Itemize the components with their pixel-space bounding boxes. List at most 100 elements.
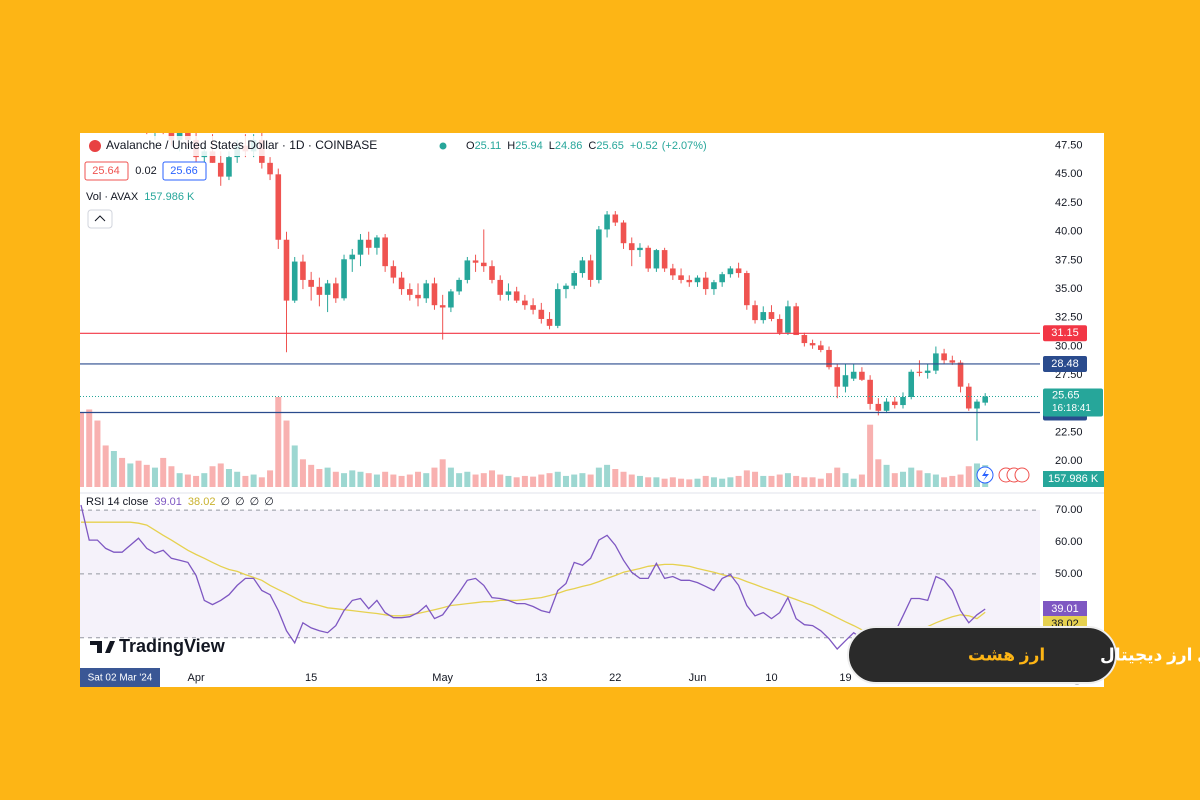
volume-bar <box>579 473 586 487</box>
legend-value: 25.65 <box>596 140 624 152</box>
volume-bar <box>900 471 906 487</box>
candle-body <box>571 273 577 286</box>
candle-body <box>448 291 454 308</box>
candle-body <box>965 386 972 409</box>
rsi-line <box>80 504 986 650</box>
candle-body <box>365 239 372 248</box>
volume-bar <box>932 474 939 487</box>
volume-bar <box>784 473 791 487</box>
candle-body <box>744 273 750 306</box>
rsi-title: RSI 14 close <box>86 496 148 508</box>
volume-bar <box>480 473 487 487</box>
banner-text: صرافی ارز دیجیتال <box>1100 645 1200 665</box>
y-tick-label: 47.50 <box>1055 140 1083 152</box>
y-tick-label: 35.00 <box>1055 283 1083 295</box>
banner-bg <box>847 626 1117 684</box>
volume-bar <box>521 475 528 487</box>
volume-bar <box>357 471 364 487</box>
candle-body <box>694 277 701 283</box>
price-pane <box>80 133 989 487</box>
rsi-na: ∅ <box>264 496 274 508</box>
volume-bar <box>760 475 767 487</box>
candle-body <box>883 401 890 411</box>
volume-bar <box>234 471 241 487</box>
volume-bar <box>86 409 93 487</box>
candle-body <box>505 291 512 295</box>
candle-body <box>333 283 339 299</box>
volume-bar <box>102 445 109 487</box>
volume-bar <box>612 469 619 487</box>
event-bolt <box>982 469 989 481</box>
volume-bar <box>472 474 479 487</box>
volume-bar <box>538 474 545 487</box>
change-pct: (+2.07%) <box>662 140 707 152</box>
rsi-tick-label: 70.00 <box>1055 504 1083 516</box>
candle-body <box>752 305 758 321</box>
volume-bar <box>735 475 742 487</box>
candle-body <box>924 370 931 373</box>
candle-body <box>809 343 816 346</box>
rsi-ma-value: 38.02 <box>188 496 216 508</box>
volume-bar <box>201 473 208 487</box>
candle-body <box>439 305 446 308</box>
candle-body <box>579 260 586 274</box>
candle-body <box>522 300 528 306</box>
volume-bar <box>883 464 890 487</box>
candle-body <box>645 247 651 269</box>
candle-body <box>530 305 536 310</box>
volume-bar <box>332 471 339 487</box>
volume-bar <box>628 474 635 487</box>
legend-value: 24.86 <box>555 140 583 152</box>
volume-bar <box>160 457 167 487</box>
candle-body <box>554 289 561 326</box>
y-tick-label: 27.50 <box>1055 369 1083 381</box>
candle-body <box>670 268 676 276</box>
legend-key: O <box>466 140 475 152</box>
volume-legend: Vol · AVAX 157.986 K <box>86 191 195 203</box>
volume-bar <box>398 475 405 487</box>
candle-body <box>900 397 906 406</box>
volume-bar <box>653 477 660 487</box>
change: +0.52 <box>630 140 658 152</box>
x-tick-label: Jun <box>689 672 707 684</box>
rsi-na: ∅ <box>235 496 245 508</box>
candle-body <box>735 268 742 274</box>
candle-body <box>801 335 808 344</box>
candle-body <box>768 312 775 319</box>
level-label-bg <box>1043 355 1087 372</box>
volume-bar <box>464 471 471 487</box>
watermark-logo <box>90 641 115 653</box>
volume-bar <box>776 474 783 487</box>
volume-bar <box>710 477 717 487</box>
y-tick-label: 20.00 <box>1055 455 1083 467</box>
candle-body <box>497 279 504 295</box>
volume-bar <box>587 474 594 487</box>
candle-body <box>480 262 487 267</box>
candle-body <box>374 237 380 248</box>
candle-body <box>842 375 849 387</box>
candle-body <box>678 275 684 280</box>
candle-body <box>349 254 356 260</box>
price-label: 25.65 <box>1052 389 1080 401</box>
volume-bar <box>916 470 923 487</box>
volume-bar <box>949 475 956 487</box>
candle-body <box>431 283 438 306</box>
volume-bar <box>924 473 931 487</box>
candle-body <box>596 229 602 280</box>
volume-bar <box>530 476 537 487</box>
candle-body <box>390 266 397 278</box>
ask: 25.66 <box>170 165 198 177</box>
volume-bar <box>817 478 824 487</box>
volume-bar <box>604 464 611 487</box>
volume-bar <box>595 467 602 487</box>
candle-body <box>982 396 988 403</box>
volume-bar <box>554 471 561 487</box>
volume-label: 157.986 K <box>1048 473 1099 485</box>
volume-bar <box>390 474 397 487</box>
volume-bar <box>316 469 323 487</box>
candle-body <box>637 247 643 251</box>
volume-bar <box>283 420 290 487</box>
y-tick-label: 40.00 <box>1055 226 1083 238</box>
volume-bar <box>678 478 685 487</box>
x-tick-label: 10 <box>765 672 777 684</box>
